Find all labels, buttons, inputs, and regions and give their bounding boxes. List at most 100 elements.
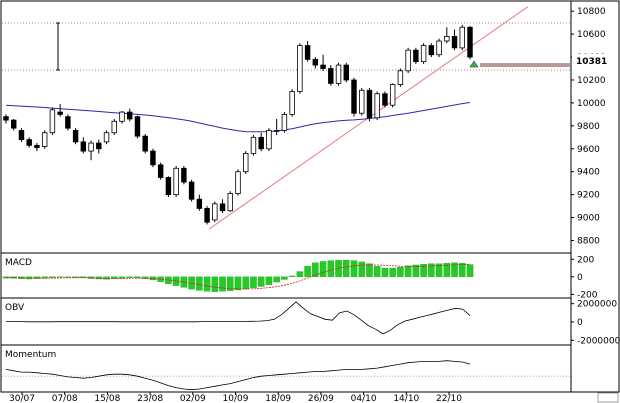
price-ytick-label: 10200 (577, 76, 606, 86)
candle-up (436, 40, 442, 56)
macd-bar (41, 276, 48, 279)
xtick-label: 14/10 (393, 394, 419, 403)
macd-bar (265, 276, 273, 285)
macd-bar (412, 264, 420, 277)
xtick-label: 07/08 (52, 394, 78, 403)
momentum-layer (2, 360, 570, 391)
xtick-label: 26/09 (308, 394, 334, 403)
candle-down (34, 144, 40, 149)
macd-bar (327, 260, 335, 277)
candle-down (157, 164, 164, 178)
corner-icon[interactable] (597, 392, 619, 403)
last-value-box (572, 54, 618, 67)
xtick-label: 15/08 (94, 394, 120, 403)
candle-up (374, 93, 380, 119)
candle-down (142, 135, 148, 152)
obv-ytick-label: 0 (577, 318, 583, 328)
candle-up (273, 130, 280, 132)
macd-bar (428, 263, 435, 277)
macd-bar (149, 276, 157, 281)
obv-title: OBV (5, 303, 25, 313)
candle-up (281, 113, 288, 131)
axis-labels-layer: 8800900092009400960098001000010200104001… (9, 7, 620, 403)
price-ytick-label: 10800 (577, 7, 606, 17)
last-value-label: 10381 (576, 57, 607, 67)
candle-down (304, 45, 311, 60)
macd-bar (219, 276, 226, 292)
macd-bar (64, 276, 72, 278)
candle-up (111, 120, 117, 134)
xtick-label: 10/09 (223, 394, 249, 403)
momentum-title: Momentum (5, 350, 56, 360)
macd-bar (188, 276, 195, 290)
candle-down (467, 26, 473, 58)
candle-up (88, 142, 94, 152)
macd-bar (312, 262, 319, 277)
momentum-line (5, 360, 471, 391)
macd-bar (234, 276, 242, 291)
macd-bar (397, 267, 404, 277)
candle-up (420, 45, 427, 63)
candle-down (219, 203, 226, 212)
macd-bar (358, 261, 365, 277)
macd-bar (343, 259, 350, 277)
candle-up (335, 64, 342, 84)
last-value-bar (480, 63, 570, 68)
candle-up (289, 91, 295, 115)
macd-bar (420, 263, 427, 277)
xtick-label: 30/07 (9, 394, 35, 403)
candle-down (382, 93, 388, 106)
macd-bar (242, 276, 249, 290)
macd-ytick-label: 200 (577, 255, 594, 265)
candle-down (65, 116, 71, 129)
macd-bar (49, 276, 56, 278)
macd-bar (227, 276, 234, 292)
obv-layer (6, 301, 471, 335)
candle-down (343, 64, 349, 81)
candle-down (312, 58, 319, 66)
macd-bar (404, 265, 412, 277)
price-ytick-label: 9000 (577, 214, 600, 224)
moving-average-line (5, 102, 471, 133)
candle-down (80, 141, 87, 152)
candle-up (405, 49, 411, 72)
macd-ytick-label: 0 (577, 273, 583, 283)
candle-down (428, 45, 435, 56)
macd-bar (304, 266, 311, 277)
price-ytick-label: 10600 (577, 30, 606, 40)
candle-up (359, 89, 365, 114)
macd-bar (350, 260, 358, 277)
macd-bar (296, 271, 304, 277)
macd-bar (389, 267, 396, 277)
candle-down (134, 116, 141, 137)
macd-bar (196, 276, 203, 291)
candle-down (72, 130, 79, 143)
candle-up (212, 203, 218, 221)
price-ytick-label: 8800 (577, 237, 600, 247)
price-ytick-label: 9200 (577, 191, 600, 201)
candle-up (397, 70, 404, 85)
candle-up (235, 171, 241, 194)
xtick-label: 23/08 (137, 394, 163, 403)
candle-up (103, 132, 110, 143)
candle-down (181, 167, 187, 183)
macd-bar (211, 276, 219, 292)
price-ytick-label: 9400 (577, 168, 600, 178)
candle-down (258, 136, 264, 150)
macd-signal-line (5, 264, 471, 290)
candle-down (127, 111, 133, 120)
candle-down (320, 64, 326, 69)
macd-bar (459, 263, 466, 277)
macd-bar (373, 266, 381, 277)
candle-up (119, 111, 125, 122)
candle-up (297, 45, 303, 92)
macd-bar (381, 267, 389, 277)
candle-up (266, 130, 272, 150)
candle-down (188, 181, 195, 200)
xtick-label: 04/10 (351, 394, 377, 403)
candle-down (18, 130, 25, 141)
last-value-triangle (469, 60, 479, 68)
xtick-label: 18/09 (265, 394, 291, 403)
candle-down (451, 36, 458, 49)
macd-bar (288, 275, 296, 277)
